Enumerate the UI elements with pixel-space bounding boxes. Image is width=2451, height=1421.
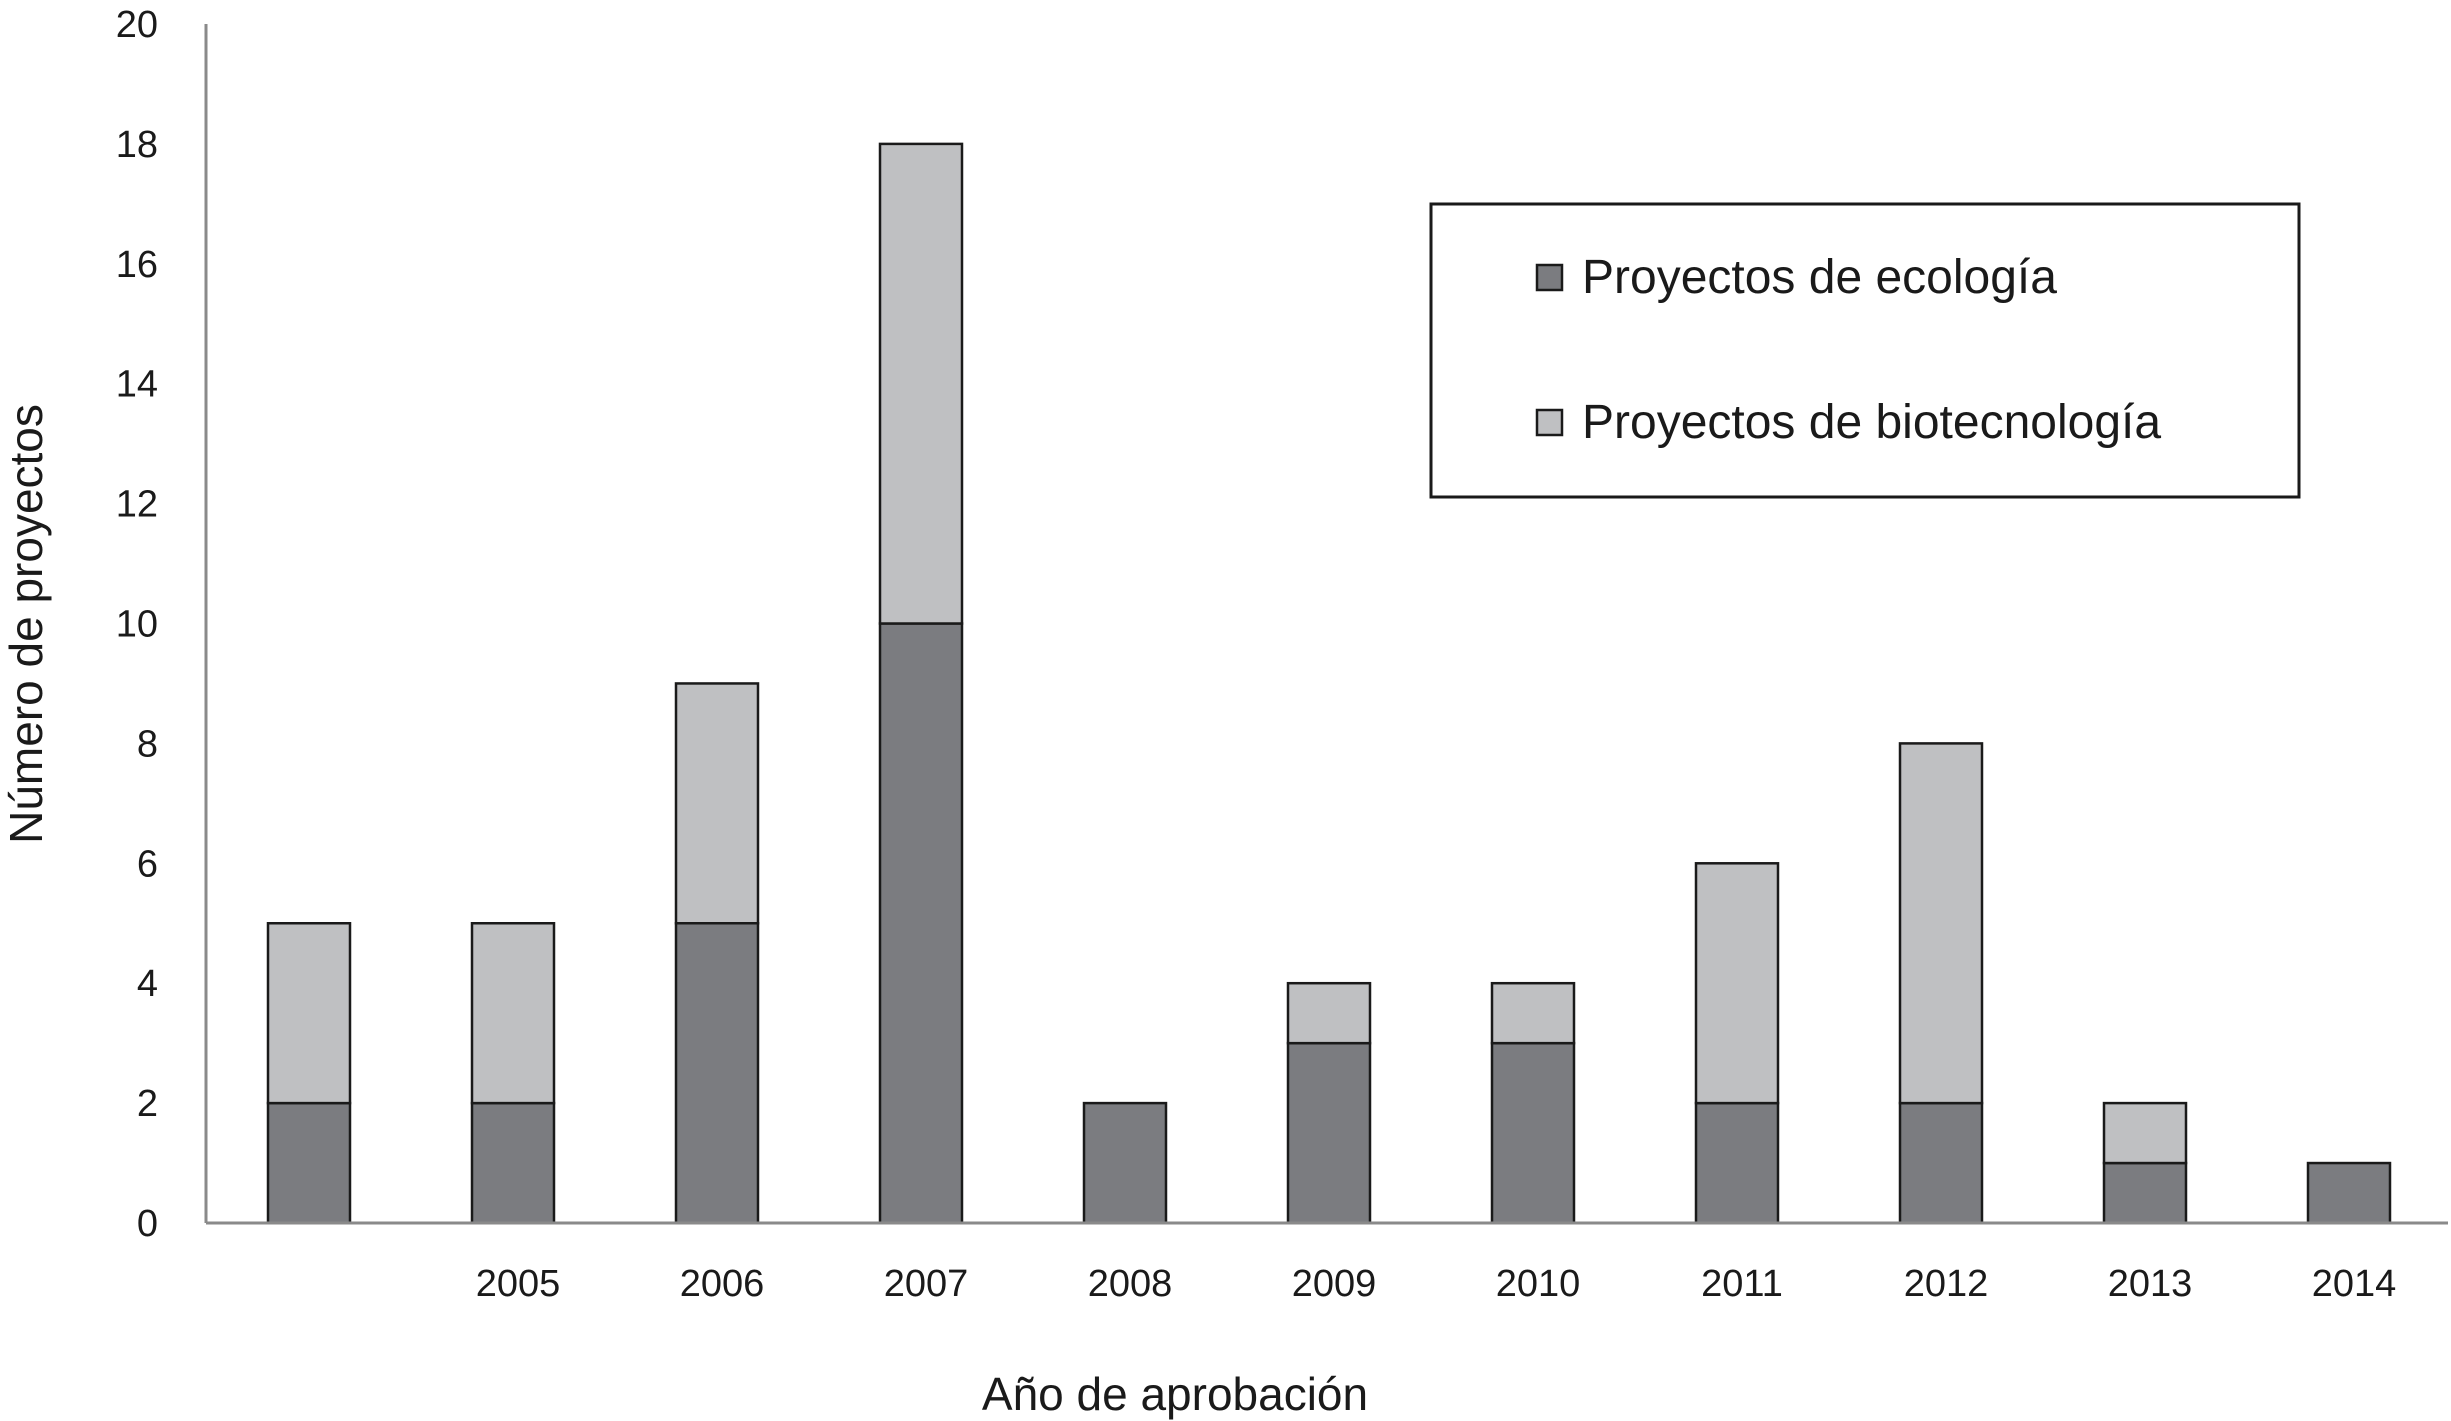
y-tick-labels: 0 2 4 6 8 10 12 14 16 18 20 <box>116 4 158 1245</box>
x-tick-label: 2006 <box>680 1263 765 1305</box>
legend-swatch-biotecnologia <box>1535 408 1564 437</box>
bar-segment-ecologia-2013 <box>2102 1161 2188 1225</box>
x-tick-label: 2005 <box>476 1263 561 1305</box>
y-tick-label: 4 <box>137 963 158 1005</box>
x-tick-label: 2012 <box>1904 1263 1989 1305</box>
bar-segment-biotecnologia-2010 <box>1490 981 1576 1045</box>
y-tick-label: 18 <box>116 124 158 166</box>
y-tick-label: 16 <box>116 244 158 286</box>
x-tick-label: 2008 <box>1088 1263 1173 1305</box>
bar-segment-biotecnologia-2012 <box>1898 742 1984 1105</box>
legend-box <box>1429 202 2301 499</box>
bar-segment-biotecnologia-2007 <box>878 142 964 625</box>
x-tick-label: 2009 <box>1292 1263 1377 1305</box>
bar-segment-ecologia-2010 <box>1490 1041 1576 1225</box>
legend: Proyectos de ecología Proyectos de biote… <box>1429 202 2301 499</box>
bars-layer <box>266 142 2392 1225</box>
y-tick-label: 2 <box>137 1083 158 1125</box>
bar-segment-ecologia-2008 <box>1082 1101 1168 1225</box>
bar-segment-ecologia-2009 <box>1286 1041 1372 1225</box>
bar-segment-ecologia-2011 <box>1694 1101 1780 1225</box>
y-tick-label: 0 <box>137 1203 158 1245</box>
x-tick-labels: 2005 2006 2007 2008 2009 2010 2011 2012 2013 2014 <box>476 1263 2397 1305</box>
y-tick-label: 14 <box>116 364 158 406</box>
x-tick-label: 2010 <box>1496 1263 1581 1305</box>
bar-segment-biotecnologia-2005 <box>470 922 556 1105</box>
x-tick-label: 2013 <box>2108 1263 2193 1305</box>
bar-segment-ecologia-first <box>266 1101 352 1225</box>
legend-label-biotecnologia: Proyectos de biotecnología <box>1582 396 2161 449</box>
bar-segment-ecologia-2012 <box>1898 1101 1984 1225</box>
x-tick-label: 2014 <box>2312 1263 2397 1305</box>
bar-segment-ecologia-2007 <box>878 622 964 1225</box>
bar-segment-biotecnologia-2009 <box>1286 981 1372 1045</box>
x-tick-label: 2011 <box>1701 1263 1783 1305</box>
x-axis-title: Año de aprobación <box>982 1368 1368 1420</box>
bar-segment-ecologia-2014 <box>2306 1161 2392 1225</box>
y-tick-label: 8 <box>137 723 158 765</box>
y-tick-label: 10 <box>116 604 158 646</box>
bar-segment-ecologia-2005 <box>470 1101 556 1225</box>
y-tick-label: 6 <box>137 843 158 885</box>
bar-segment-biotecnologia-first <box>266 922 352 1105</box>
y-axis-title: Número de proyectos <box>0 404 52 844</box>
bar-segment-biotecnologia-2006 <box>674 682 760 925</box>
bar-segment-ecologia-2006 <box>674 922 760 1225</box>
bar-segment-biotecnologia-2011 <box>1694 862 1780 1105</box>
y-tick-label: 12 <box>116 484 158 526</box>
y-tick-label: 20 <box>116 4 158 46</box>
legend-swatch-ecologia <box>1535 263 1564 292</box>
bar-segment-biotecnologia-2013 <box>2102 1101 2188 1165</box>
legend-label-ecologia: Proyectos de ecología <box>1582 251 2057 304</box>
x-tick-label: 2007 <box>884 1263 969 1305</box>
